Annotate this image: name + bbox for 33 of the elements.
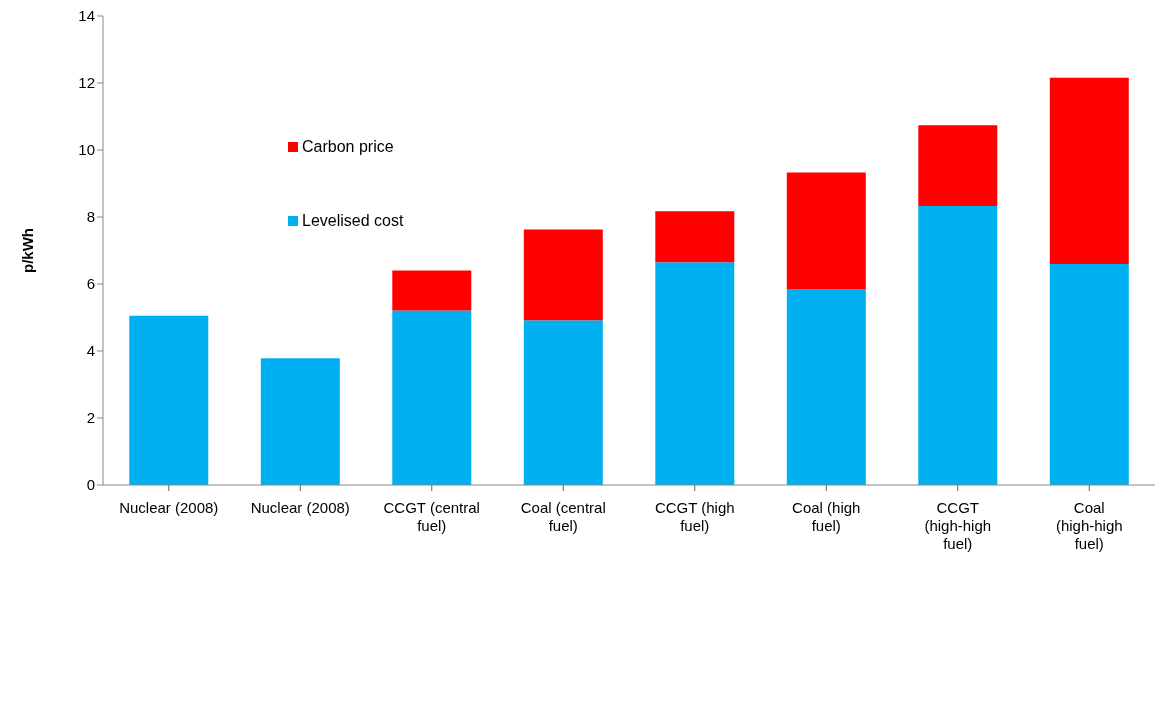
x-tick-label: Coal (central fuel) xyxy=(520,499,606,534)
bar xyxy=(786,289,866,485)
bar xyxy=(1049,263,1129,485)
x-tick-label: Nuclear (2008) xyxy=(250,499,350,516)
bar xyxy=(655,262,735,485)
y-tick-label: 2 xyxy=(86,409,95,427)
legend-label: Carbon price xyxy=(302,138,394,156)
bar xyxy=(129,315,209,485)
bar xyxy=(655,211,735,263)
x-tick-label: CCGT (central fuel) xyxy=(383,499,480,534)
bar xyxy=(260,358,340,485)
y-tick-label: 0 xyxy=(86,476,95,494)
x-tick-label: CCGT (high-high fuel) xyxy=(924,499,992,552)
y-tick-label: 12 xyxy=(78,74,95,92)
y-axis-title: p/kWh xyxy=(19,228,37,273)
y-tick-label: 4 xyxy=(86,342,95,360)
bar xyxy=(392,310,472,485)
bar xyxy=(786,172,866,290)
x-tick-label: CCGT (high fuel) xyxy=(654,499,735,534)
y-tick-label: 8 xyxy=(86,208,95,226)
legend-label: Levelised cost xyxy=(302,212,404,230)
bar xyxy=(392,270,472,311)
bar xyxy=(523,229,603,321)
x-tick-label: Coal (high-high fuel) xyxy=(1055,499,1123,552)
bar xyxy=(918,205,998,485)
bar xyxy=(523,320,603,485)
bar xyxy=(918,125,998,206)
x-tick-label: Nuclear (2008) xyxy=(119,499,219,516)
y-tick-label: 14 xyxy=(78,7,95,25)
bar xyxy=(1049,77,1129,264)
y-tick-label: 6 xyxy=(86,275,95,293)
x-tick-label: Coal (high fuel) xyxy=(792,499,861,534)
y-tick-label: 10 xyxy=(78,141,95,159)
